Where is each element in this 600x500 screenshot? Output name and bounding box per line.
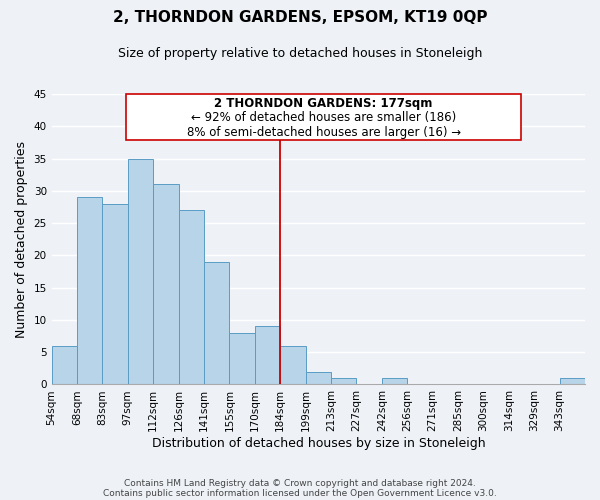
Bar (153, 184, 179, 384)
Y-axis label: Number of detached properties: Number of detached properties (15, 140, 28, 338)
Bar (179, 210, 204, 384)
Bar (382, 378, 407, 384)
Text: Size of property relative to detached houses in Stoneleigh: Size of property relative to detached ho… (118, 48, 482, 60)
Bar (103, 204, 128, 384)
Bar (280, 346, 305, 385)
Bar (331, 378, 356, 384)
Bar (77, 198, 103, 384)
Bar (255, 326, 280, 384)
Text: 2, THORNDON GARDENS, EPSOM, KT19 0QP: 2, THORNDON GARDENS, EPSOM, KT19 0QP (113, 10, 487, 25)
Text: 2 THORNDON GARDENS: 177sqm: 2 THORNDON GARDENS: 177sqm (214, 97, 433, 110)
Text: Contains HM Land Registry data © Crown copyright and database right 2024.: Contains HM Land Registry data © Crown c… (124, 478, 476, 488)
Bar (52, 346, 77, 385)
Bar (560, 378, 585, 384)
Bar (128, 158, 153, 384)
Text: 8% of semi-detached houses are larger (16) →: 8% of semi-detached houses are larger (1… (187, 126, 461, 138)
Text: Contains public sector information licensed under the Open Government Licence v3: Contains public sector information licen… (103, 488, 497, 498)
Bar (204, 262, 229, 384)
Bar (305, 372, 331, 384)
Bar (229, 333, 255, 384)
Text: ← 92% of detached houses are smaller (186): ← 92% of detached houses are smaller (18… (191, 110, 456, 124)
X-axis label: Distribution of detached houses by size in Stoneleigh: Distribution of detached houses by size … (152, 437, 485, 450)
